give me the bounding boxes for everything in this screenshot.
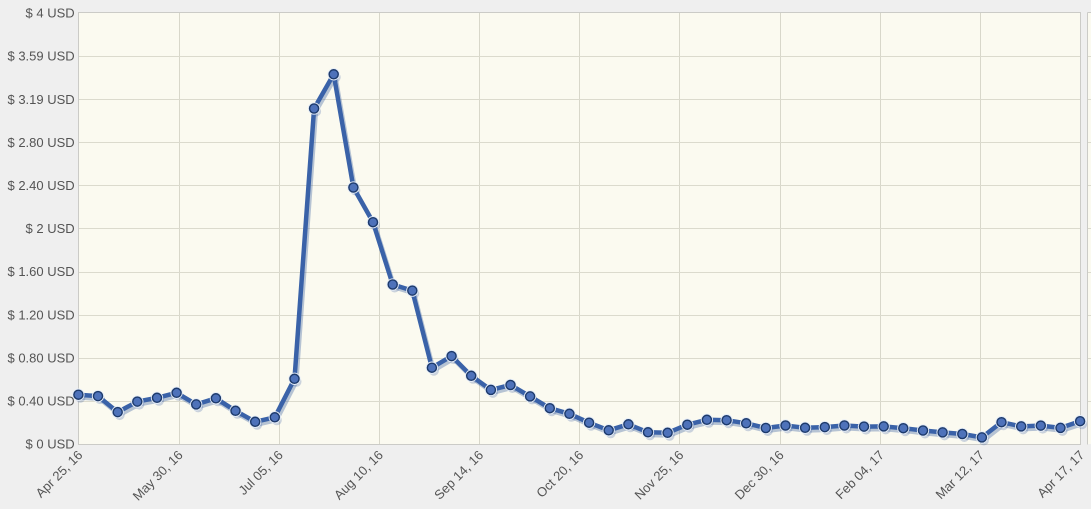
svg-text:$ 2.40 USD: $ 2.40 USD	[7, 178, 74, 193]
svg-text:$ 0.40 USD: $ 0.40 USD	[7, 394, 74, 409]
svg-text:$ 1.20 USD: $ 1.20 USD	[7, 307, 74, 322]
svg-text:$ 1.60 USD: $ 1.60 USD	[7, 264, 74, 279]
svg-text:$ 0 USD: $ 0 USD	[26, 437, 75, 452]
svg-text:$ 2.80 USD: $ 2.80 USD	[7, 135, 74, 150]
svg-text:$ 3.59 USD: $ 3.59 USD	[7, 49, 74, 64]
svg-text:$ 3.19 USD: $ 3.19 USD	[7, 92, 74, 107]
svg-text:$ 0.80 USD: $ 0.80 USD	[7, 350, 74, 365]
svg-text:$ 2 USD: $ 2 USD	[26, 221, 75, 236]
svg-text:$ 4 USD: $ 4 USD	[26, 6, 75, 21]
